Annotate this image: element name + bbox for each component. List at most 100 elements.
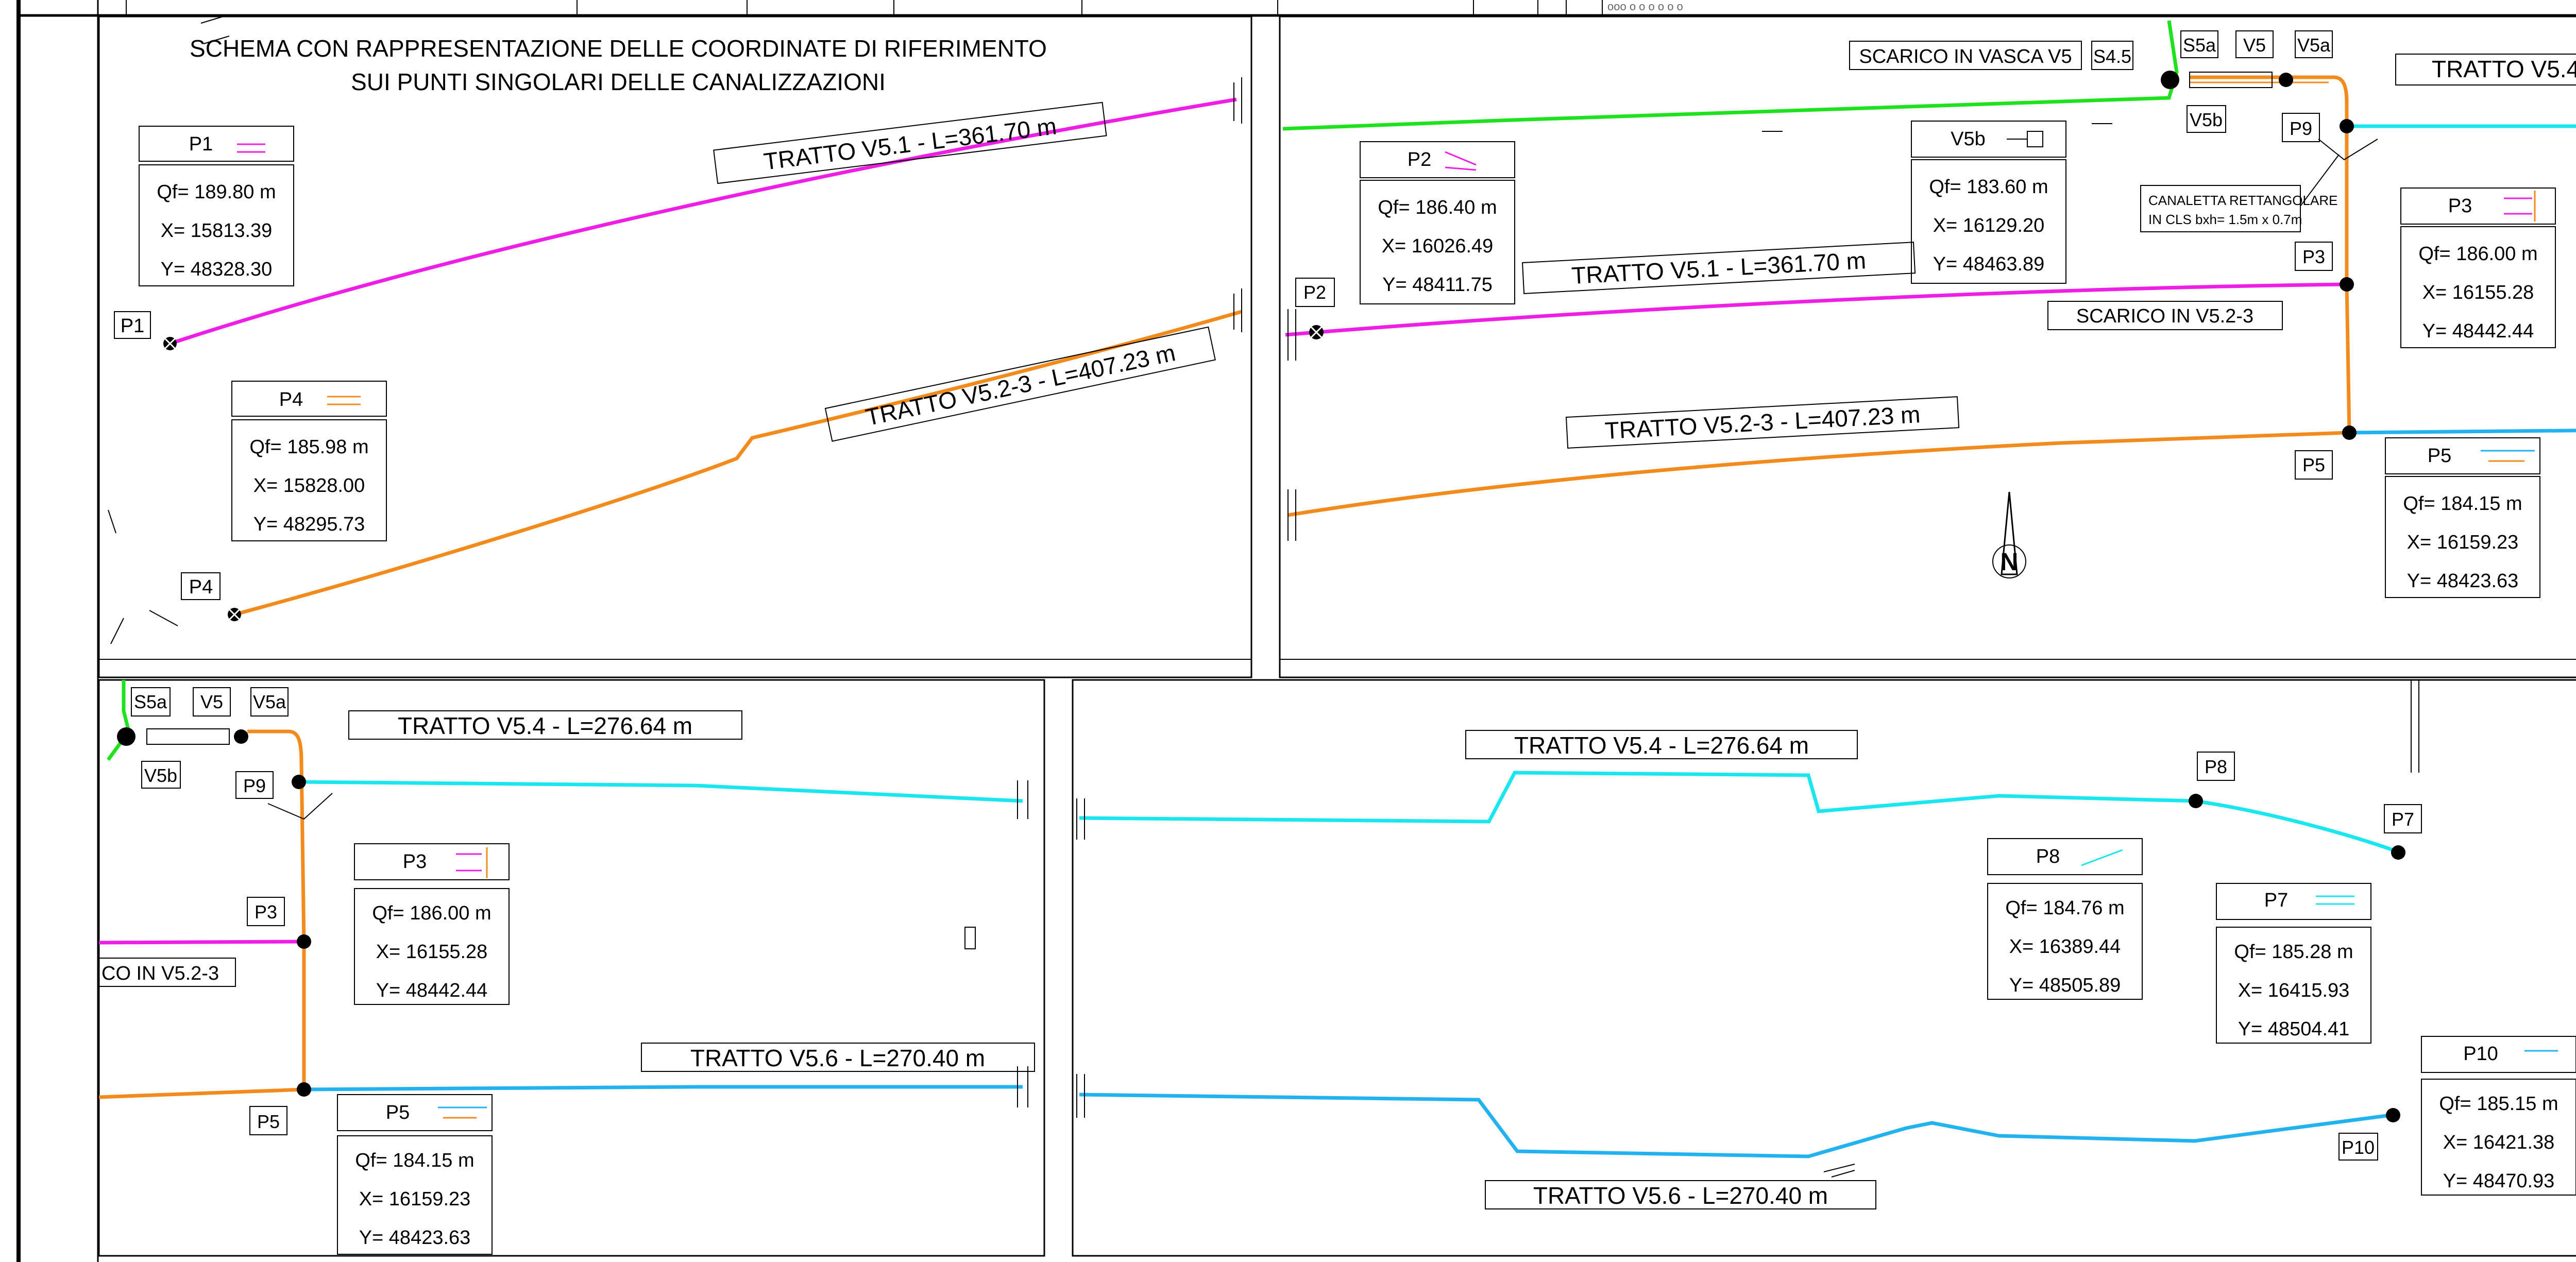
svg-text:Qf= 184.76 m: Qf= 184.76 m — [2005, 897, 2124, 919]
svg-text:P10: P10 — [2463, 1043, 2498, 1065]
tratto-v523-line-2 — [1287, 431, 2347, 517]
svg-text:Y= 48504.41: Y= 48504.41 — [2238, 1018, 2350, 1040]
svg-text:Y= 48442.44: Y= 48442.44 — [376, 980, 488, 1001]
svg-text:P3: P3 — [2448, 195, 2472, 217]
north-arrow-icon: N — [1992, 491, 2026, 578]
svg-text:X= 15813.39: X= 15813.39 — [161, 220, 273, 242]
tratto-v56-line-2 — [1079, 1093, 2391, 1158]
svg-text:P5: P5 — [386, 1102, 410, 1123]
svg-text:Y= 48505.89: Y= 48505.89 — [2009, 975, 2121, 996]
s45-tag: S4.5 — [2093, 46, 2131, 67]
svg-text:Qf= 186.00 m: Qf= 186.00 m — [2418, 243, 2537, 265]
svg-text:N: N — [2001, 549, 2019, 576]
p5-info-2: P5 Qf= 184.15 m X= 16159.23 Y= 48423.63 — [337, 1094, 493, 1255]
svg-text:Y= 48423.63: Y= 48423.63 — [2407, 570, 2519, 592]
p3-info: P3 Qf= 186.00 m X= 16155.28 Y= 48442.44 — [2400, 187, 2556, 348]
svg-text:X= 16155.28: X= 16155.28 — [376, 941, 488, 963]
title-line-2: SUI PUNTI SINGOLARI DELLE CANALIZZAZIONI — [351, 69, 886, 95]
p5-tag-2: P5 — [257, 1111, 280, 1132]
tratto-v51-line — [169, 97, 1237, 346]
svg-text:X= 16026.49: X= 16026.49 — [1382, 235, 1494, 257]
svg-text:X= 15828.00: X= 15828.00 — [253, 475, 365, 497]
tratto-v54-label-2: TRATTO V5.4 - L=276.64 m — [1514, 732, 1809, 759]
s5a-tag: S5a — [2183, 35, 2216, 56]
s5a-tag-2: S5a — [134, 691, 167, 712]
svg-text:Y= 48411.75: Y= 48411.75 — [1382, 274, 1493, 296]
green-line — [1282, 20, 2179, 131]
tratto-v51-label-2: TRATTO V5.1 - L=361.70 m — [1571, 247, 1867, 289]
panel-bottom-left — [98, 679, 1045, 1257]
scarico-v523-label: SCARICO IN V5.2-3 — [2076, 305, 2253, 327]
svg-text:X= 16415.93: X= 16415.93 — [2238, 980, 2350, 1001]
v5a-tag: V5a — [2297, 35, 2331, 56]
tratto-v56-label-2: TRATTO V5.6 - L=270.40 m — [1533, 1182, 1828, 1209]
tratto-v54-line-2 — [1079, 771, 2397, 853]
svg-text:Qf= 185.15 m: Qf= 185.15 m — [2439, 1093, 2558, 1115]
svg-text:P4: P4 — [279, 389, 303, 411]
p4-info: P4 Qf= 185.98 m X= 15828.00 Y= 48295.73 — [231, 381, 387, 541]
v5b-tag: V5b — [2190, 109, 2223, 130]
canaletta-line-1: CANALETTA RETTANGOLARE — [2148, 193, 2337, 208]
svg-text:ooo o o o o o o: ooo o o o o o o — [1607, 0, 1683, 13]
panel-top-left-content: SCHEMA CON RAPPRESENTAZIONE DELLE COORDI… — [108, 15, 1242, 644]
svg-text:Y= 48423.63: Y= 48423.63 — [359, 1227, 471, 1249]
scarico-v523-cut-label: CO IN V5.2-3 — [101, 963, 219, 984]
svg-text:Qf= 185.98 m: Qf= 185.98 m — [249, 436, 368, 458]
v5b-info: V5b Qf= 183.60 m X= 16129.20 Y= 48463.89 — [1911, 121, 2066, 284]
p8-tag: P8 — [2205, 756, 2227, 777]
p1-info: P1 Qf= 189.80 m X= 15813.39 Y= 48328.30 — [139, 126, 294, 286]
svg-text:X= 16421.38: X= 16421.38 — [2443, 1132, 2555, 1153]
svg-text:V5b: V5b — [1951, 128, 1986, 150]
p9-tag: P9 — [2290, 118, 2312, 139]
svg-text:Y= 48463.89: Y= 48463.89 — [1933, 253, 2045, 275]
svg-text:Qf= 185.28 m: Qf= 185.28 m — [2234, 941, 2353, 963]
p5-tag: P5 — [2302, 454, 2325, 475]
svg-text:P8: P8 — [2036, 846, 2060, 867]
p3-tag-2: P3 — [255, 901, 277, 923]
tratto-v56-line — [303, 1085, 1023, 1092]
svg-text:X= 16159.23: X= 16159.23 — [359, 1188, 471, 1210]
svg-text:Qf= 184.15 m: Qf= 184.15 m — [2403, 493, 2522, 515]
panel-bottom-left-content: S5a V5 V5a V5b TRATTO V5.4 - L=276.64 m … — [98, 680, 1035, 1255]
tratto-v51-label: TRATTO V5.1 - L=361.70 m — [762, 112, 1058, 175]
tratto-v523-line — [234, 310, 1242, 617]
v5a-tag-2: V5a — [253, 691, 286, 712]
v5-tag-2: V5 — [200, 691, 223, 712]
p9-tag-2: P9 — [243, 775, 266, 796]
svg-text:Qf= 186.40 m: Qf= 186.40 m — [1378, 197, 1497, 218]
p3-info-2: P3 Qf= 186.00 m X= 16155.28 Y= 48442.44 — [354, 843, 510, 1005]
scarico-vasca-label: SCARICO IN VASCA V5 — [1859, 46, 2072, 67]
tratto-v54-cut-label: TRATTO V5.4 - L — [2432, 56, 2576, 82]
v5-tag: V5 — [2243, 35, 2266, 56]
svg-text:X= 16389.44: X= 16389.44 — [2009, 936, 2121, 958]
panel-top-left — [98, 15, 1252, 678]
canaletta-line-2: IN CLS bxh= 1.5m x 0.7m — [2148, 212, 2302, 227]
p4-tag: P4 — [189, 576, 213, 598]
svg-text:Qf= 186.00 m: Qf= 186.00 m — [372, 902, 491, 924]
svg-text:Y= 48442.44: Y= 48442.44 — [2422, 320, 2534, 342]
p2-info: P2 Qf= 186.40 m X= 16026.49 Y= 48411.75 — [1360, 141, 1515, 304]
svg-text:Y= 48295.73: Y= 48295.73 — [253, 514, 365, 535]
svg-text:P5: P5 — [2428, 445, 2451, 467]
svg-text:P3: P3 — [403, 851, 427, 873]
tratto-v51-line-2 — [1285, 282, 2347, 337]
tratto-v56-label: TRATTO V5.6 - L=270.40 m — [690, 1045, 985, 1071]
p3-tag: P3 — [2302, 246, 2325, 267]
p10-tag: P10 — [2342, 1137, 2375, 1158]
panel-top-right — [1279, 15, 2576, 678]
svg-text:Qf= 189.80 m: Qf= 189.80 m — [157, 181, 276, 203]
svg-text:X= 16129.20: X= 16129.20 — [1933, 215, 2045, 236]
panel-top-right-content: S5a V5 V5a V5b SCARICO IN VASCA V5 S4.5 … — [1282, 20, 2576, 598]
tratto-v54-line — [298, 780, 1023, 803]
svg-text:Qf= 183.60 m: Qf= 183.60 m — [1929, 176, 2048, 198]
sheet-frame: ooo o o o o o o — [16, 0, 2576, 1262]
svg-text:X= 16155.28: X= 16155.28 — [2422, 282, 2534, 303]
svg-text:X= 16159.23: X= 16159.23 — [2407, 532, 2519, 553]
tratto-v523-label: TRATTO V5.2-3 - L=407.23 m — [863, 339, 1178, 431]
p7-tag: P7 — [2392, 809, 2414, 830]
svg-text:Y= 48328.30: Y= 48328.30 — [161, 259, 273, 280]
svg-text:Y= 48470.93: Y= 48470.93 — [2443, 1170, 2555, 1192]
svg-text:P7: P7 — [2264, 890, 2288, 911]
p7-info: P7 Qf= 185.28 m X= 16415.93 Y= 48504.41 — [2216, 883, 2371, 1044]
